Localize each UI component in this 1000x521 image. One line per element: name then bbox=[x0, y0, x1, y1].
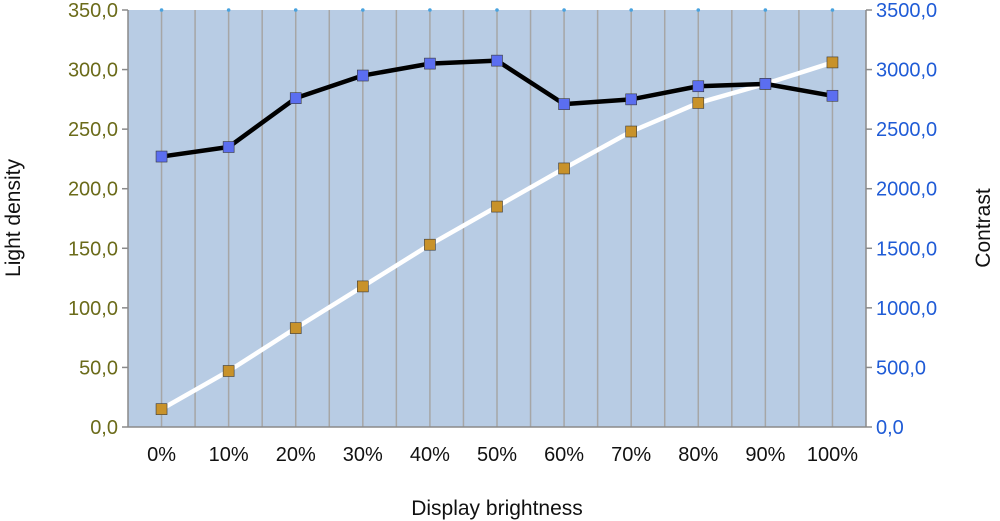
left-tick-label: 0,0 bbox=[90, 417, 118, 439]
right-tick-label: 3500,0 bbox=[876, 0, 937, 22]
left-tick-label: 150,0 bbox=[68, 238, 118, 260]
series-1-point bbox=[826, 56, 839, 69]
grid-lines bbox=[159, 8, 835, 427]
axes bbox=[122, 9, 872, 428]
tick-labels: 0,0 50,0 100,0 150,0 200,0 250,0 300,0 350,0 0,0… bbox=[68, 0, 937, 466]
x-tick-label: 60% bbox=[544, 444, 584, 466]
left-tick-label: 200,0 bbox=[68, 179, 118, 201]
top-tick-marker bbox=[428, 8, 432, 12]
series-1-point bbox=[491, 200, 503, 213]
x-tick-label: 30% bbox=[343, 444, 383, 466]
top-tick-marker bbox=[562, 8, 566, 12]
series-2-point bbox=[558, 98, 570, 110]
right-axis-title: Contrast bbox=[972, 188, 995, 268]
right-tick-label: 2000,0 bbox=[876, 179, 937, 201]
right-tick-label: 500,0 bbox=[876, 357, 926, 379]
x-tick-label: 90% bbox=[745, 444, 785, 466]
left-tick-label: 100,0 bbox=[68, 298, 118, 320]
left-tick-label: 250,0 bbox=[68, 119, 118, 141]
right-tick-label: 1500,0 bbox=[876, 238, 937, 260]
series-2-point bbox=[826, 89, 839, 102]
series-1-point bbox=[289, 322, 302, 334]
series-1-point bbox=[625, 125, 637, 138]
x-tick-label: 0% bbox=[147, 444, 176, 466]
top-tick-marker bbox=[495, 8, 499, 12]
x-axis-title: Display brightness bbox=[411, 497, 583, 520]
left-tick-label: 350,0 bbox=[68, 0, 118, 22]
series-2-point bbox=[222, 141, 235, 153]
series-1-point bbox=[692, 97, 705, 109]
series-2-point bbox=[357, 69, 369, 82]
top-tick-marker bbox=[629, 8, 633, 12]
x-tick-label: 20% bbox=[276, 444, 316, 466]
series-1-point bbox=[424, 238, 436, 251]
series-1-point bbox=[558, 162, 570, 175]
top-tick-marker bbox=[159, 8, 164, 12]
top-tick-marker bbox=[830, 8, 835, 12]
series-2-point bbox=[625, 93, 637, 106]
series-1-point bbox=[357, 280, 369, 293]
series-2-point bbox=[424, 57, 436, 70]
left-tick-label: 300,0 bbox=[68, 60, 118, 82]
x-tick-label: 40% bbox=[410, 444, 450, 466]
left-axis-title: Light density bbox=[2, 159, 25, 277]
top-tick-marker bbox=[763, 8, 768, 12]
left-tick-label: 50,0 bbox=[79, 357, 118, 379]
series-2-point bbox=[759, 78, 772, 90]
x-tick-label: 50% bbox=[477, 444, 517, 466]
right-tick-label: 1000,0 bbox=[876, 298, 937, 320]
right-tick-label: 3000,0 bbox=[876, 60, 937, 82]
x-tick-label: 80% bbox=[678, 444, 718, 466]
right-tick-label: 0,0 bbox=[876, 417, 904, 439]
x-tick-label: 10% bbox=[209, 444, 249, 466]
x-tick-label: 100% bbox=[807, 444, 858, 466]
series-1-point bbox=[155, 403, 168, 415]
series bbox=[155, 54, 839, 415]
series-2-point bbox=[155, 150, 168, 163]
top-tick-marker bbox=[293, 8, 298, 12]
x-tick-label: 70% bbox=[611, 444, 651, 466]
series-1-point bbox=[222, 365, 235, 377]
top-tick-marker bbox=[696, 8, 701, 12]
top-tick-marker bbox=[361, 8, 365, 12]
right-tick-label: 2500,0 bbox=[876, 119, 937, 141]
series-2-point bbox=[289, 92, 302, 104]
series-2-point bbox=[692, 80, 705, 93]
series-2-point bbox=[491, 54, 503, 67]
top-tick-marker bbox=[226, 8, 231, 12]
